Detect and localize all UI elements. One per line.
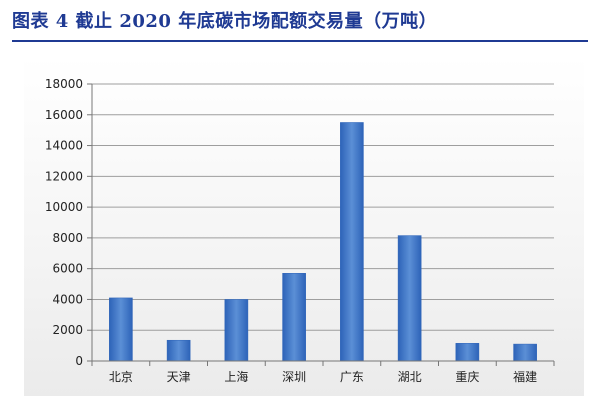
y-tick-label: 0: [75, 354, 83, 368]
bar-天津: [166, 339, 191, 362]
y-tick-label: 8000: [52, 231, 83, 245]
bar-北京: [109, 297, 133, 362]
y-tick-label: 4000: [52, 292, 83, 306]
y-tick-label: 18000: [45, 77, 83, 91]
y-tick-label: 12000: [45, 169, 83, 183]
bar-广东: [340, 122, 364, 362]
bar-上海: [224, 299, 249, 362]
axes: [91, 84, 555, 366]
x-category-label: 重庆: [455, 370, 479, 384]
y-tick-label: 10000: [45, 200, 83, 214]
x-category-label: 湖北: [398, 369, 422, 384]
bars: [109, 122, 537, 362]
bar-福建: [513, 343, 537, 362]
bar-深圳: [282, 273, 306, 362]
y-tick-label: 14000: [45, 139, 83, 153]
gridlines: [92, 83, 554, 331]
title-divider: [12, 40, 588, 42]
y-tick-label: 6000: [52, 262, 83, 276]
y-tick-label: 16000: [45, 108, 83, 122]
bar-chart: 0 2000 4000 6000 8000 10000 12000 14000 16000 180…: [45, 77, 555, 384]
x-category-label: 天津: [167, 370, 191, 384]
x-axis-categories: 北京 天津 上海 深圳 广东 湖北 重庆 福建: [109, 369, 537, 384]
x-category-label: 深圳: [282, 370, 306, 384]
y-axis-ticks: 0 2000 4000 6000 8000 10000 12000 14000 16000 180…: [45, 77, 92, 368]
x-category-label: 北京: [109, 370, 133, 384]
y-tick-label: 2000: [52, 323, 83, 337]
bar-重庆: [455, 343, 480, 362]
x-category-label: 广东: [340, 370, 364, 384]
bar-湖北: [397, 235, 422, 362]
x-category-label: 福建: [513, 369, 537, 384]
x-category-label: 上海: [224, 369, 248, 384]
chart-title: 图表 4 截止 2020 年底碳市场配额交易量（万吨）: [12, 11, 438, 32]
